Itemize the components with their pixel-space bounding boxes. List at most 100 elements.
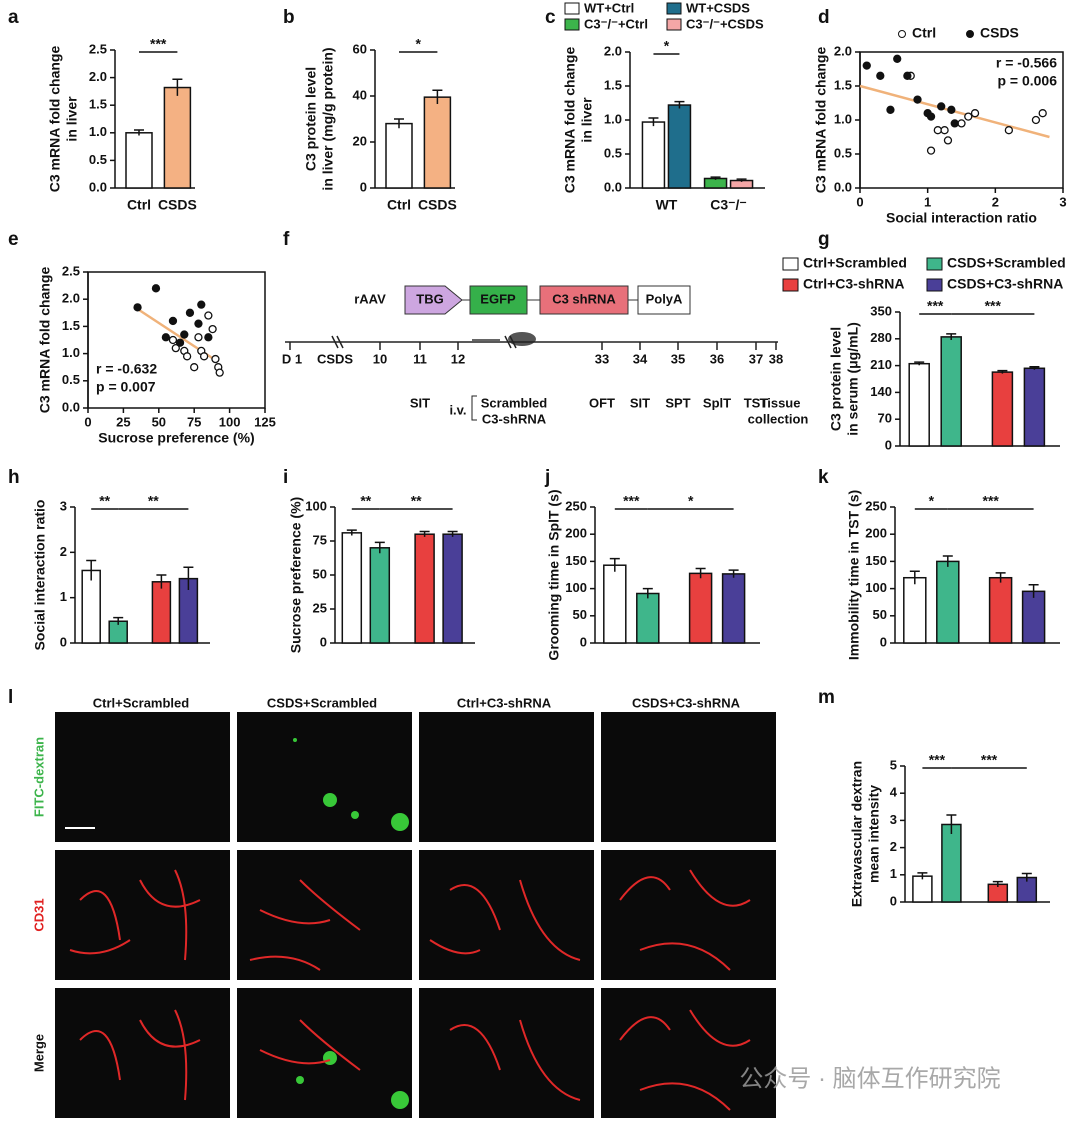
error-bar — [914, 361, 925, 366]
y-tick-label: 100 — [865, 580, 887, 595]
y-tick-label: 40 — [353, 87, 367, 102]
day-label: 35 — [671, 351, 685, 366]
promoter-shape — [404, 285, 463, 315]
y-tick-label: 0.5 — [89, 152, 107, 167]
legend-swatch — [666, 18, 682, 31]
y-tick-label: 0.0 — [834, 179, 852, 194]
x-tick-label: 100 — [219, 414, 241, 429]
y-tick-label: 1.5 — [89, 97, 107, 112]
scatter-point — [943, 136, 953, 145]
error-bar — [432, 89, 443, 105]
y-tick-label: 200 — [565, 526, 587, 541]
y-axis-label: in liver (mg/g protein) — [320, 47, 336, 190]
panel-letter: g — [818, 229, 830, 250]
day-label: 10 — [373, 351, 387, 366]
x-tick-label: Ctrl — [387, 197, 411, 213]
green-signal — [293, 738, 409, 1109]
bar — [369, 547, 391, 644]
y-tick-label: 0.5 — [62, 372, 80, 387]
scatter-point — [180, 330, 189, 339]
significance-label: *** — [983, 493, 1000, 509]
error-bar — [946, 814, 957, 834]
legend-label: WT+CSDS — [686, 0, 750, 15]
y-axis-label: Sucrose preference (%) — [288, 497, 304, 653]
y-tick-label: 4 — [890, 785, 898, 800]
day-label: D 1 — [282, 351, 302, 366]
y-axis-label: Grooming time in SplT (s) — [546, 489, 562, 660]
scatter-point — [171, 344, 180, 353]
scatter-point — [199, 352, 209, 361]
y-tick-label: 210 — [870, 357, 892, 372]
x-tick-label: WT — [656, 197, 678, 213]
event-label: collection — [748, 411, 809, 426]
y-tick-label: 75 — [313, 532, 327, 547]
error-bar — [736, 178, 747, 182]
y-tick-label: 0 — [320, 634, 327, 649]
timeline-ticks — [289, 335, 777, 350]
watermark: 公众号 · 脑体互作研究院 — [739, 1065, 1000, 1092]
bar — [936, 560, 960, 644]
scatter-point — [862, 61, 871, 70]
y-tick-label: 20 — [353, 133, 367, 148]
scatter-point — [190, 363, 199, 372]
error-bar — [942, 555, 953, 567]
diagram-f: f rAAV TBG EGFP C3 shRNA PolyA D 1 10 11… — [282, 229, 809, 426]
bracket — [471, 395, 477, 421]
legend-label: CSDS+Scrambled — [947, 255, 1066, 271]
y-axis-label: mean intensity — [866, 785, 882, 883]
significance-label: ** — [411, 493, 422, 509]
y-tick-label: 0 — [580, 634, 587, 649]
significance-label: *** — [929, 752, 946, 768]
panel-letter: l — [8, 687, 13, 708]
scatter-point — [926, 146, 936, 155]
error-bar — [909, 570, 920, 585]
y-tick-label: 1.5 — [62, 318, 80, 333]
panel-letter: f — [283, 229, 290, 250]
annotation: r = -0.566 — [996, 55, 1057, 71]
x-tick-label: 50 — [152, 414, 166, 429]
y-tick-label: 150 — [865, 553, 887, 568]
legend-swatch — [926, 257, 943, 271]
annotation: r = -0.632 — [96, 361, 157, 377]
bar — [667, 104, 692, 189]
y-tick-label: 2.0 — [62, 291, 80, 306]
y-tick-label: 25 — [313, 600, 327, 615]
y-tick-label: 0 — [360, 179, 367, 194]
y-axis-label: in liver — [579, 97, 595, 143]
annotation: p = 0.006 — [997, 73, 1057, 89]
legend-swatch — [926, 278, 943, 292]
scatter-point — [185, 308, 195, 317]
scatter-point — [194, 333, 203, 342]
y-axis-label: Social interaction ratio — [32, 500, 48, 651]
panel-letter: e — [8, 229, 19, 250]
event-label: CSDS — [317, 351, 353, 366]
y-tick-label: 0 — [880, 634, 887, 649]
event-label: SplT — [703, 395, 731, 410]
day-label: 34 — [633, 351, 648, 366]
scatter-point — [197, 300, 206, 309]
bar — [81, 569, 101, 644]
bar — [721, 573, 746, 644]
bar — [442, 533, 463, 644]
y-tick-label: 1.0 — [89, 124, 107, 139]
error-bar — [728, 569, 739, 578]
panel-letter: c — [545, 7, 556, 28]
scatter-point — [208, 324, 217, 334]
error-bar — [1028, 584, 1039, 598]
x-tick-label: CSDS — [158, 197, 197, 213]
column-header: CSDS+C3-shRNA — [632, 695, 741, 710]
micrographs — [55, 712, 776, 1118]
y-tick-label: 2.0 — [834, 43, 852, 58]
x-tick-label: 1 — [924, 194, 931, 209]
scatter-point — [876, 71, 885, 80]
y-tick-label: 140 — [870, 384, 892, 399]
annotation: p = 0.007 — [96, 379, 156, 395]
legend-swatch — [666, 2, 682, 15]
panel-letter: d — [818, 7, 830, 28]
scatter-point — [211, 354, 220, 364]
panel-letter: i — [283, 467, 288, 488]
scatter-point — [937, 102, 946, 111]
event-label: C3-shRNA — [482, 411, 547, 426]
y-axis-label: C3 protein level — [828, 327, 844, 431]
y-tick-label: 350 — [870, 303, 892, 318]
